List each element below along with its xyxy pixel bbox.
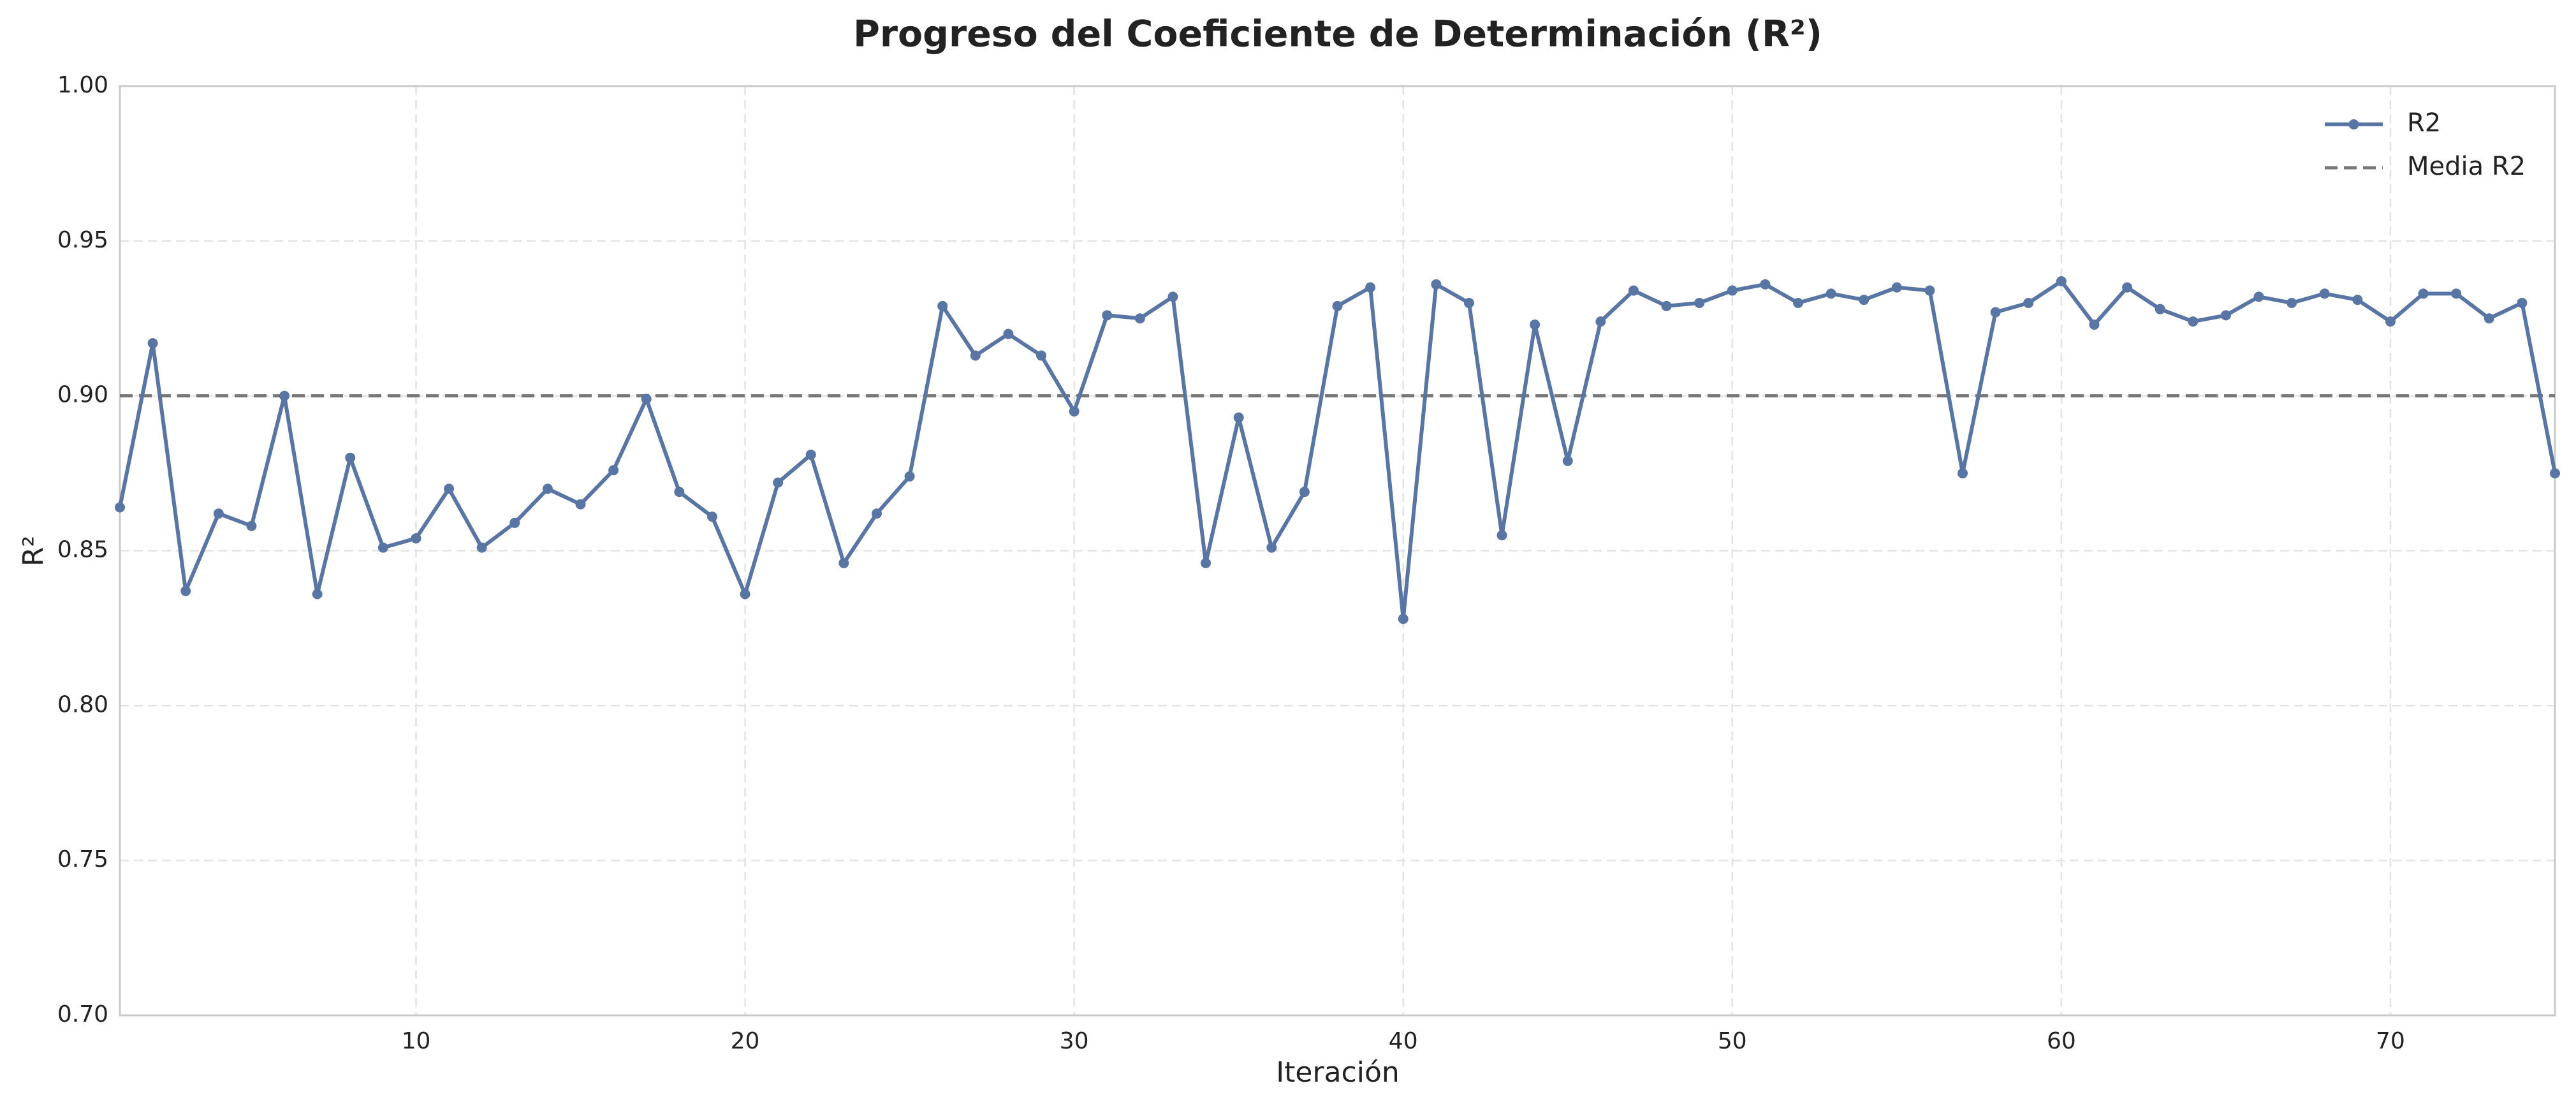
data-point bbox=[1398, 614, 1409, 624]
y-tick-label: 0.80 bbox=[57, 691, 108, 718]
y-tick-label: 0.85 bbox=[57, 537, 108, 563]
x-axis-label: Iteración bbox=[1276, 1056, 1400, 1089]
data-point bbox=[1332, 300, 1343, 311]
data-point bbox=[2319, 288, 2330, 299]
data-point bbox=[377, 542, 388, 553]
data-point bbox=[1562, 455, 1573, 466]
y-axis-label: R² bbox=[17, 536, 50, 566]
y-tick-label: 0.90 bbox=[57, 382, 108, 408]
data-point bbox=[147, 338, 158, 349]
data-point bbox=[608, 465, 619, 476]
data-point bbox=[2089, 319, 2100, 330]
data-point bbox=[1036, 350, 1047, 361]
y-tick-label: 0.75 bbox=[57, 846, 108, 872]
data-point bbox=[345, 452, 356, 463]
data-point bbox=[246, 520, 257, 531]
data-point bbox=[1167, 291, 1178, 302]
data-point bbox=[509, 517, 520, 528]
data-point bbox=[1826, 288, 1836, 299]
data-point bbox=[1727, 285, 1738, 296]
data-point bbox=[1793, 297, 1804, 308]
data-point bbox=[2122, 282, 2133, 293]
data-point bbox=[904, 471, 915, 482]
data-point bbox=[115, 502, 125, 513]
x-tick-label: 60 bbox=[2047, 1028, 2076, 1054]
data-point bbox=[1958, 468, 1968, 479]
data-point bbox=[2220, 310, 2231, 321]
y-tick-label: 0.70 bbox=[57, 1001, 108, 1027]
data-point bbox=[1102, 310, 1113, 321]
data-point bbox=[1299, 487, 1310, 497]
legend-label: R2 bbox=[2407, 108, 2441, 138]
data-point bbox=[1431, 279, 1442, 290]
data-point bbox=[1497, 530, 1507, 541]
data-point bbox=[2418, 288, 2429, 299]
data-point bbox=[2451, 288, 2462, 299]
data-point bbox=[2023, 297, 2034, 308]
data-point bbox=[2287, 297, 2297, 308]
data-point bbox=[1233, 412, 1244, 423]
x-tick-label: 20 bbox=[731, 1028, 760, 1054]
data-point bbox=[1760, 279, 1771, 290]
data-point bbox=[1924, 285, 1935, 296]
data-point bbox=[871, 508, 882, 519]
data-point bbox=[444, 483, 455, 494]
data-point bbox=[838, 557, 849, 568]
data-point bbox=[970, 350, 981, 361]
data-point bbox=[1266, 542, 1277, 553]
data-point bbox=[1694, 297, 1705, 308]
data-point bbox=[2385, 316, 2396, 327]
data-point bbox=[213, 508, 224, 519]
x-tick-label: 10 bbox=[402, 1028, 431, 1054]
data-point bbox=[1201, 557, 1211, 568]
data-point bbox=[740, 589, 750, 600]
data-point bbox=[2155, 304, 2165, 314]
data-point bbox=[542, 483, 553, 494]
data-point bbox=[1003, 328, 1014, 339]
data-point bbox=[411, 533, 421, 544]
data-point bbox=[1661, 300, 1672, 311]
data-point bbox=[1990, 307, 2001, 318]
data-point bbox=[1134, 313, 1145, 324]
data-point bbox=[2484, 313, 2494, 324]
data-point bbox=[2517, 297, 2528, 308]
data-point bbox=[575, 499, 586, 510]
data-point bbox=[2188, 316, 2199, 327]
data-point bbox=[706, 512, 717, 522]
chart-title: Progreso del Coeficiente de Determinació… bbox=[853, 13, 1822, 55]
data-point bbox=[1628, 285, 1639, 296]
x-tick-label: 70 bbox=[2376, 1028, 2405, 1054]
data-point bbox=[1069, 406, 1079, 416]
data-point bbox=[805, 449, 816, 460]
data-point bbox=[937, 300, 948, 311]
data-point bbox=[476, 542, 487, 553]
data-point bbox=[1891, 282, 1902, 293]
x-tick-label: 50 bbox=[1718, 1028, 1747, 1054]
x-tick-label: 30 bbox=[1060, 1028, 1089, 1054]
data-point bbox=[180, 585, 191, 596]
x-tick-label: 40 bbox=[1389, 1028, 1418, 1054]
data-point bbox=[641, 394, 652, 404]
plot-frame bbox=[119, 85, 2556, 1017]
data-point bbox=[1530, 319, 1540, 330]
data-point bbox=[2056, 276, 2067, 286]
data-point bbox=[1365, 282, 1376, 293]
legend-label: Media R2 bbox=[2407, 152, 2526, 181]
data-line bbox=[118, 279, 2557, 621]
data-point bbox=[279, 390, 290, 401]
data-point bbox=[674, 487, 685, 497]
data-point bbox=[2352, 295, 2363, 306]
data-point bbox=[2253, 291, 2264, 302]
data-point bbox=[1463, 297, 1474, 308]
data-point bbox=[1859, 295, 1870, 306]
data-point bbox=[1595, 316, 1606, 327]
legend-marker bbox=[2348, 119, 2359, 129]
data-point bbox=[2550, 468, 2560, 479]
data-point bbox=[773, 477, 784, 488]
data-point bbox=[312, 589, 323, 600]
y-tick-label: 0.95 bbox=[57, 227, 108, 253]
y-tick-label: 1.00 bbox=[57, 72, 108, 98]
